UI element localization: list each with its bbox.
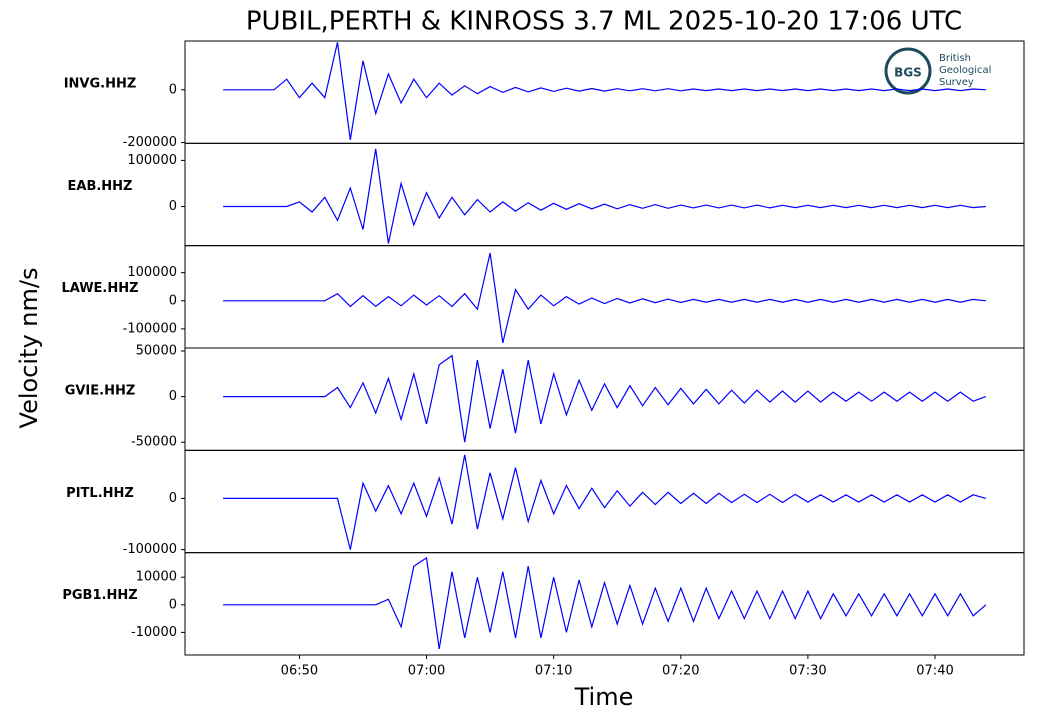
x-tick-label: 07:30 [789, 664, 826, 679]
station-label: INVG.HHZ [64, 76, 137, 91]
x-tick-label: 07:10 [535, 664, 572, 679]
y-tick-label: -100000 [123, 542, 177, 557]
station-label: LAWE.HHZ [61, 281, 138, 296]
trace [223, 42, 986, 140]
x-axis-label: Time [574, 683, 634, 711]
trace [223, 454, 987, 550]
y-tick-label: 50000 [136, 344, 177, 359]
y-tick-label: 0 [169, 82, 177, 97]
panel-frame [184, 347, 1025, 451]
panel-frame [184, 552, 1025, 656]
panel-frame [184, 142, 1025, 247]
logo-text: British [939, 53, 971, 64]
panel-frame [184, 245, 1025, 349]
x-tick-label: 07:00 [408, 664, 445, 679]
y-tick-label: -200000 [123, 135, 177, 150]
x-tick-label: 06:50 [281, 664, 318, 679]
y-tick-label: 0 [169, 199, 177, 214]
panel-frame [184, 449, 1025, 554]
y-tick-label: 0 [169, 491, 177, 506]
logo: BGS British Geological Survey [884, 47, 991, 95]
y-axis-label: Velocity nm/s [15, 268, 43, 429]
y-tick-label: -10000 [131, 625, 177, 640]
station-label: PGB1.HHZ [62, 588, 137, 603]
logo-text: Geological [939, 65, 991, 76]
chart-title: PUBIL,PERTH & KINROSS 3.7 ML 2025-10-20 … [246, 7, 962, 37]
station-label: GVIE.HHZ [65, 383, 136, 398]
y-tick-label: -100000 [123, 321, 177, 336]
trace [223, 148, 986, 244]
trace [223, 556, 987, 649]
trace [223, 354, 987, 443]
x-tick-label: 07:40 [916, 664, 953, 679]
x-tick-label: 07:20 [662, 664, 699, 679]
logo-mark: BGS [894, 66, 922, 80]
station-label: EAB.HHZ [68, 179, 133, 194]
y-tick-label: 0 [169, 597, 177, 612]
y-tick-label: -50000 [131, 435, 177, 450]
station-label: PITL.HHZ [66, 486, 134, 501]
y-tick-label: 100000 [127, 265, 177, 280]
logo-ring [884, 47, 932, 95]
y-tick-label: 10000 [136, 570, 177, 585]
y-tick-label: 0 [169, 389, 177, 404]
y-tick-label: 0 [169, 293, 177, 308]
y-tick-label: 100000 [127, 153, 177, 168]
trace [223, 252, 986, 344]
logo-text: Survey [939, 77, 974, 88]
